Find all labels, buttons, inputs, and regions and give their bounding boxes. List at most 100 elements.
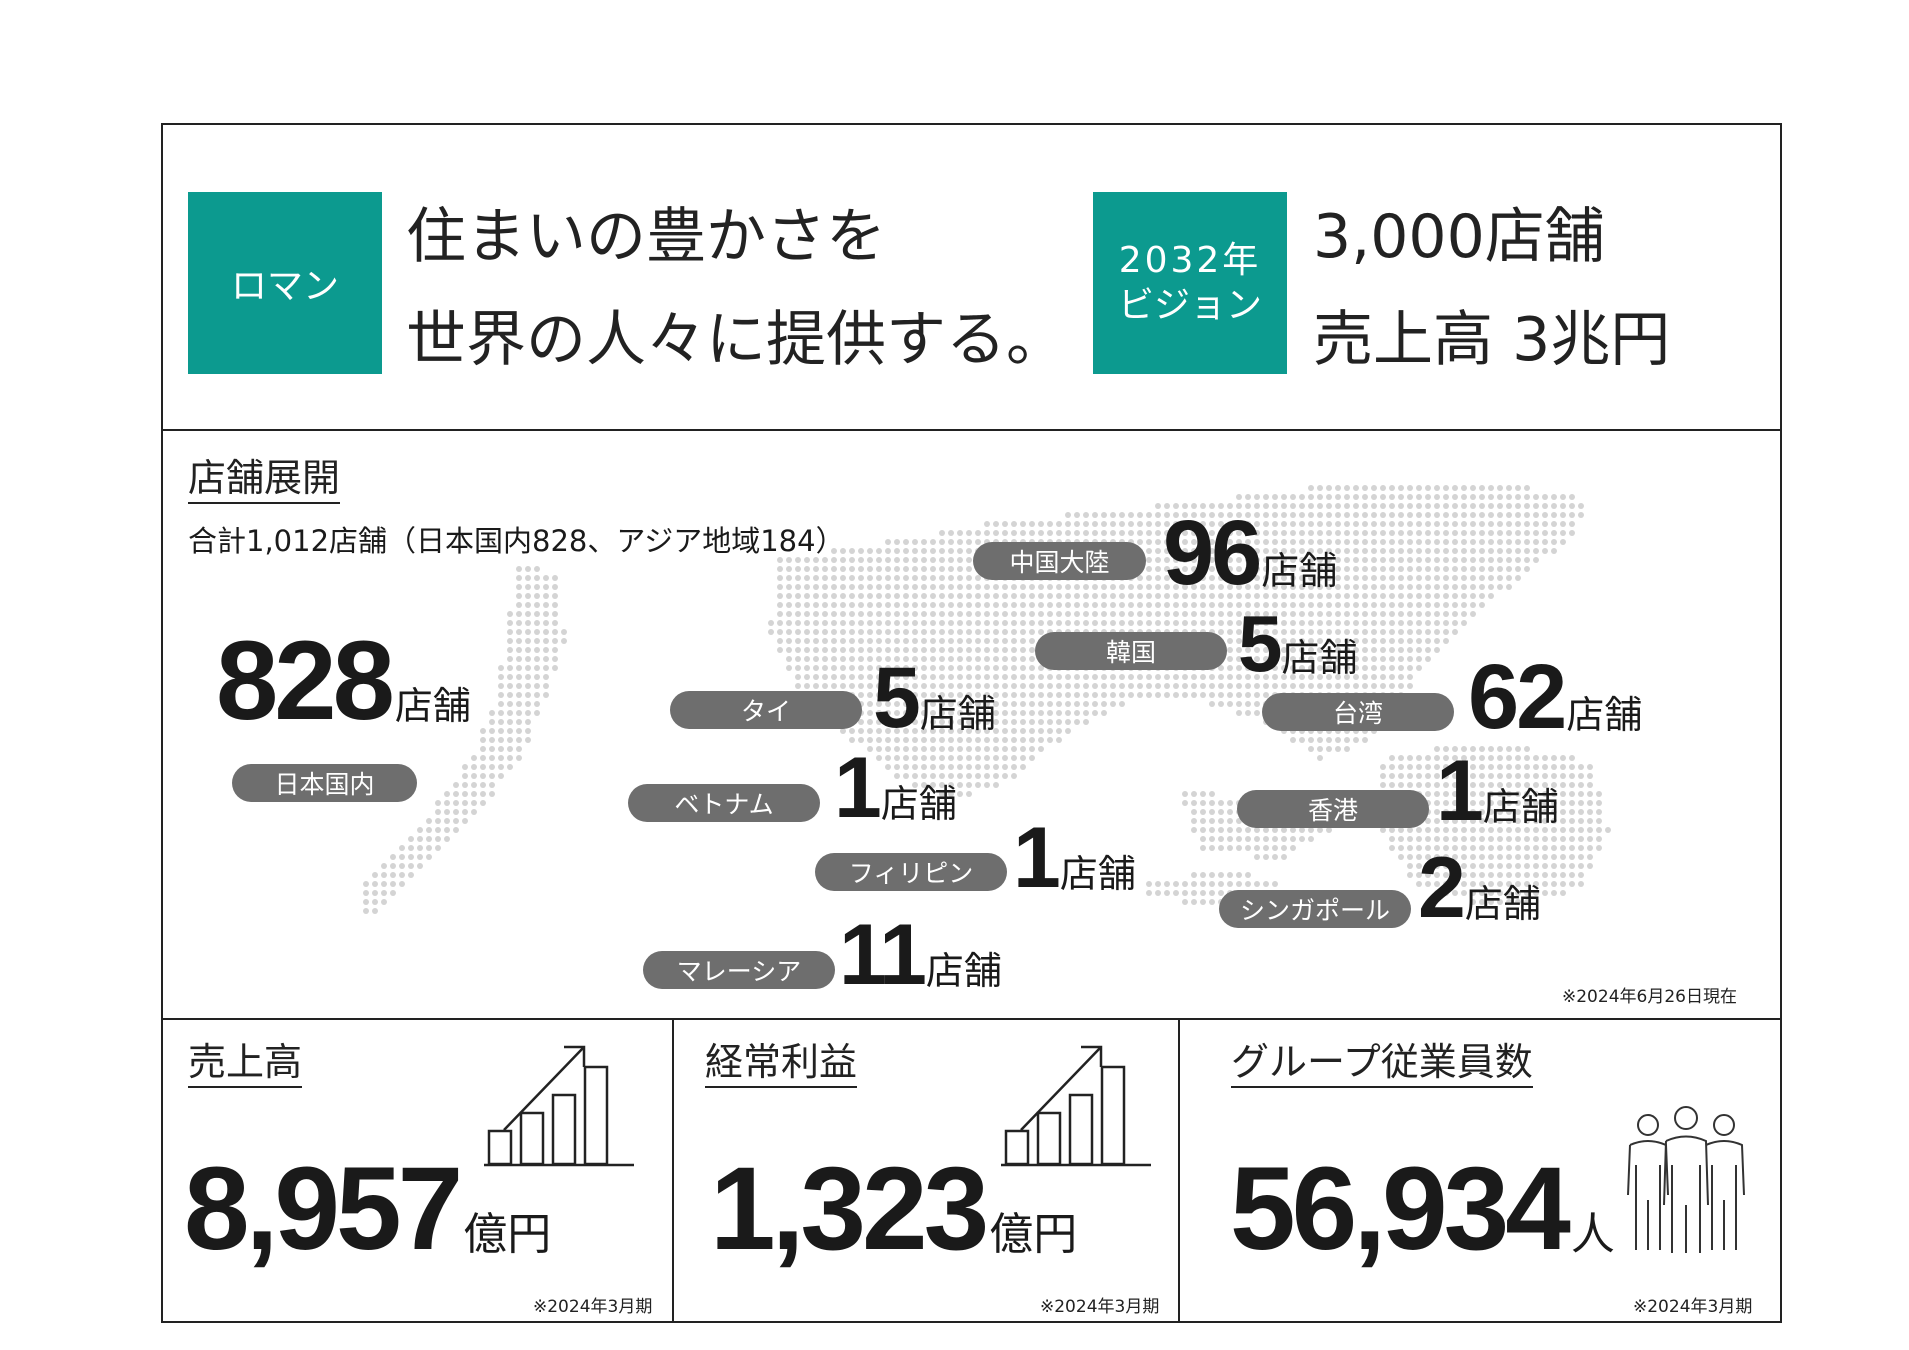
map-dot: [1326, 512, 1332, 518]
japan-count-unit: 店舗: [394, 684, 471, 728]
map-dot: [1227, 521, 1233, 527]
map-dot: [1578, 863, 1584, 869]
map-dot: [930, 584, 936, 590]
map-dot: [1524, 899, 1530, 905]
map-dot: [1029, 620, 1035, 626]
map-dot: [1191, 602, 1197, 608]
map-dot: [1227, 512, 1233, 518]
map-dot: [885, 764, 891, 770]
map-dot: [1146, 602, 1152, 608]
map-dot: [984, 521, 990, 527]
map-dot: [1515, 818, 1521, 824]
map-dot: [1236, 701, 1242, 707]
map-dot: [804, 638, 810, 644]
map-dot: [993, 602, 999, 608]
map-dot: [1326, 674, 1332, 680]
map-dot: [1155, 548, 1161, 554]
map-dot: [1596, 800, 1602, 806]
map-dot: [1398, 548, 1404, 554]
map-dot: [1317, 647, 1323, 653]
map-dot: [1452, 818, 1458, 824]
map-dot: [516, 710, 522, 716]
map-dot: [1407, 485, 1413, 491]
map-dot: [516, 584, 522, 590]
map-dot: [1227, 620, 1233, 626]
map-dot: [1515, 764, 1521, 770]
map-dot: [1317, 512, 1323, 518]
map-dot: [840, 647, 846, 653]
map-dot: [867, 611, 873, 617]
map-dot: [849, 584, 855, 590]
map-dot: [975, 719, 981, 725]
map-dot: [1425, 881, 1431, 887]
map-dot: [948, 710, 954, 716]
map-dot: [1173, 881, 1179, 887]
map-dot: [822, 584, 828, 590]
map-dot: [1479, 890, 1485, 896]
map-dot: [1479, 584, 1485, 590]
map-dot: [1452, 827, 1458, 833]
map-dot: [1299, 512, 1305, 518]
map-dot: [1020, 665, 1026, 671]
map-dot: [1524, 764, 1530, 770]
map-dot: [390, 890, 396, 896]
map-dot: [1020, 638, 1026, 644]
map-dot: [1146, 539, 1152, 545]
map-dot: [417, 863, 423, 869]
map-dot: [912, 782, 918, 788]
map-dot: [939, 620, 945, 626]
map-dot: [1416, 584, 1422, 590]
map-dot: [390, 863, 396, 869]
map-dot: [1380, 530, 1386, 536]
map-dot: [786, 647, 792, 653]
map-dot: [552, 584, 558, 590]
map-dot: [1173, 539, 1179, 545]
map-dot: [1029, 701, 1035, 707]
map-dot: [1560, 818, 1566, 824]
map-dot: [1110, 692, 1116, 698]
map-dot: [489, 710, 495, 716]
map-dot: [534, 710, 540, 716]
map-dot: [1497, 809, 1503, 815]
map-dot: [786, 602, 792, 608]
map-dot: [768, 629, 774, 635]
map-dot: [1335, 656, 1341, 662]
map-dot: [1110, 593, 1116, 599]
map-dot: [1020, 737, 1026, 743]
map-dot: [1542, 809, 1548, 815]
map-dot: [1182, 791, 1188, 797]
map-dot: [1443, 521, 1449, 527]
map-dot: [1011, 746, 1017, 752]
map-dot: [876, 674, 882, 680]
map-dot: [1335, 503, 1341, 509]
map-dot: [1407, 773, 1413, 779]
map-dot: [1083, 683, 1089, 689]
map-dot: [903, 746, 909, 752]
map-dot: [1110, 602, 1116, 608]
map-dot: [1560, 827, 1566, 833]
map-dot: [930, 701, 936, 707]
map-dot: [1461, 791, 1467, 797]
map-dot: [1308, 566, 1314, 572]
map-dot: [1173, 584, 1179, 590]
map-dot: [1002, 746, 1008, 752]
map-dot: [786, 593, 792, 599]
map-dot: [1515, 791, 1521, 797]
map-dot: [1263, 827, 1269, 833]
map-dot: [1200, 845, 1206, 851]
map-dot: [912, 719, 918, 725]
map-dot: [1353, 548, 1359, 554]
map-dot: [480, 737, 486, 743]
map-dot: [1389, 620, 1395, 626]
map-dot: [1533, 827, 1539, 833]
map-dot: [1371, 629, 1377, 635]
map-dot: [975, 539, 981, 545]
map-dot: [1353, 620, 1359, 626]
map-dot: [1353, 602, 1359, 608]
map-dot: [921, 602, 927, 608]
map-dot: [1281, 593, 1287, 599]
map-dot: [1227, 611, 1233, 617]
map-dot: [849, 575, 855, 581]
map-dot: [894, 737, 900, 743]
map-dot: [795, 584, 801, 590]
